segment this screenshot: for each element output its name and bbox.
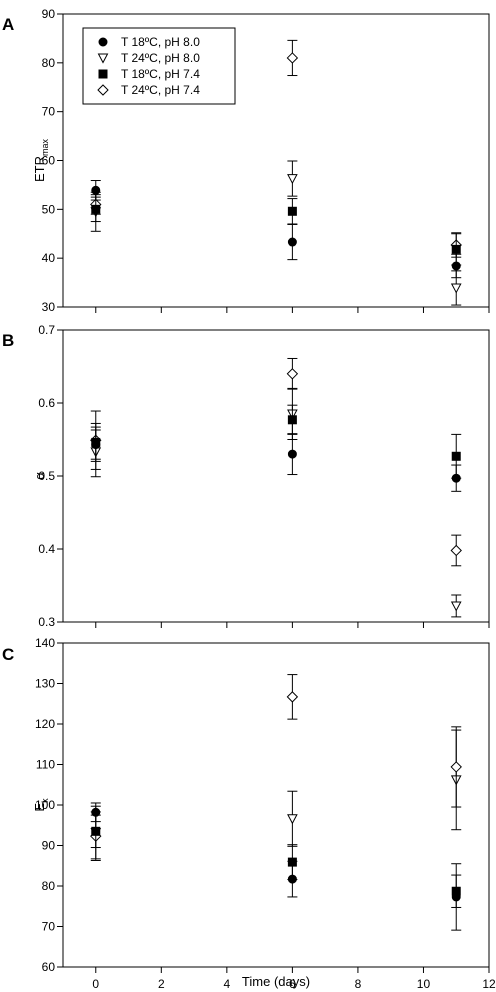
panel-letter: A: [2, 15, 14, 34]
series-filled-circle: [90, 180, 462, 279]
series-filled-square: [90, 196, 462, 266]
x-tick-label: 0: [92, 977, 99, 991]
legend-marker: [98, 37, 108, 47]
x-tick-label: 10: [417, 977, 431, 991]
series-open-triangle-down: [90, 729, 462, 860]
y-tick-label: 80: [42, 56, 56, 70]
legend-entry: T 24ºC, pH 7.4: [121, 83, 200, 97]
panel-letter: C: [2, 645, 14, 664]
data-point: [451, 892, 461, 902]
panel-b: B 0.3 0.4 0.5 0.6 0.7 α: [2, 323, 490, 629]
y-tick-label: 100: [35, 798, 55, 812]
x-tick-label: 2: [158, 977, 165, 991]
y-tick-label: 0.3: [38, 615, 55, 629]
data-point: [287, 874, 297, 884]
data-point: [91, 185, 101, 195]
y-tick-label: 0.4: [38, 542, 55, 556]
legend-marker: [98, 69, 108, 79]
y-tick-label: 60: [42, 154, 56, 168]
legend-marker: [97, 53, 109, 64]
y-tick-label: 50: [42, 202, 56, 216]
data-point: [286, 368, 299, 380]
x-tick-label: 4: [224, 977, 231, 991]
y-axis-label: α: [32, 472, 47, 480]
data-point: [287, 415, 297, 425]
data-point: [91, 440, 101, 450]
x-axis-label: Time (days): [242, 974, 310, 989]
y-tick-label: 60: [42, 960, 56, 974]
y-tick-label: 0.7: [38, 323, 55, 337]
x-tick-label: 6: [289, 977, 296, 991]
series-open-triangle-down: [90, 160, 462, 306]
legend-entry: T 18ºC, pH 7.4: [121, 67, 200, 81]
y-tick-label: 0.5: [38, 469, 55, 483]
y-tick-label: 0.6: [38, 396, 55, 410]
y-axis-label: ETRmax: [32, 139, 50, 183]
series-filled-circle: [90, 429, 462, 492]
series-open-diamond: [90, 357, 462, 567]
series-filled-square: [90, 404, 462, 479]
y-tick-label: 120: [35, 717, 55, 731]
y-tick-label: 70: [42, 920, 56, 934]
series-open-diamond: [90, 674, 462, 861]
data-point: [91, 204, 101, 214]
series-filled-square: [90, 814, 462, 908]
y-tick-label: 70: [42, 105, 56, 119]
data-point: [286, 52, 299, 64]
series-filled-circle: [90, 802, 462, 931]
y-tick-label: 30: [42, 300, 56, 314]
legend-entry: T 24ºC, pH 8.0: [121, 51, 200, 65]
y-tick-label: 90: [42, 7, 56, 21]
y-tick-label: 90: [42, 839, 56, 853]
data-point: [287, 814, 298, 825]
data-point: [287, 206, 297, 216]
plot-frame: [62, 642, 490, 968]
data-point: [451, 473, 461, 483]
legend-box: [82, 27, 236, 105]
data-point: [450, 544, 462, 557]
y-tick-label: 130: [35, 677, 55, 691]
legend-marker: [97, 84, 109, 96]
y-tick-label: 110: [36, 758, 55, 772]
series-open-triangle-down: [90, 387, 462, 618]
y-axis-label: Ek: [32, 798, 50, 812]
panel-c: C 60 70 80 90 100 110 120 130 140 0 2 4 6 8 10 12 Ek: [2, 636, 496, 991]
data-point: [450, 761, 462, 773]
y-tick-label: 80: [42, 879, 56, 893]
data-point: [91, 807, 101, 817]
plot-frame: [62, 329, 490, 623]
data-point: [287, 449, 297, 459]
data-point: [287, 174, 298, 185]
data-point: [91, 826, 101, 836]
data-point: [286, 691, 299, 703]
data-point: [451, 451, 461, 461]
panel-letter: B: [2, 331, 14, 350]
panel-a: A 30 40 50 60 70 80 90 ETRmax T 18ºC, pH 8.0 T 24º…: [2, 7, 490, 314]
x-tick-label: 12: [482, 977, 496, 991]
legend-entry: T 18ºC, pH 8.0: [121, 35, 200, 49]
data-point: [451, 244, 461, 254]
legend: T 18ºC, pH 8.0 T 24ºC, pH 8.0 T 18ºC, pH 7…: [82, 27, 236, 105]
data-point: [450, 601, 462, 612]
y-tick-label: 140: [35, 636, 55, 650]
data-point: [451, 261, 461, 271]
data-point: [450, 283, 462, 294]
data-point: [287, 237, 297, 247]
x-tick-label: 8: [355, 977, 362, 991]
y-tick-label: 40: [42, 251, 56, 265]
